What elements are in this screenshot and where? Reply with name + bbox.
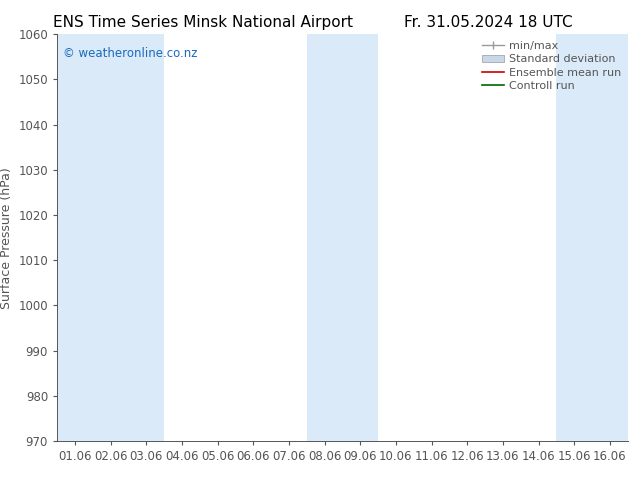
Bar xyxy=(93,34,128,441)
Bar xyxy=(307,34,342,441)
Text: © weatheronline.co.nz: © weatheronline.co.nz xyxy=(63,47,197,59)
Bar xyxy=(592,34,628,441)
Legend: min/max, Standard deviation, Ensemble mean run, Controll run: min/max, Standard deviation, Ensemble me… xyxy=(477,37,625,96)
Bar xyxy=(128,34,164,441)
Text: Fr. 31.05.2024 18 UTC: Fr. 31.05.2024 18 UTC xyxy=(404,15,573,30)
Text: ENS Time Series Minsk National Airport: ENS Time Series Minsk National Airport xyxy=(53,15,353,30)
Bar xyxy=(57,34,93,441)
Bar xyxy=(342,34,378,441)
Y-axis label: Surface Pressure (hPa): Surface Pressure (hPa) xyxy=(0,167,13,309)
Bar xyxy=(557,34,592,441)
